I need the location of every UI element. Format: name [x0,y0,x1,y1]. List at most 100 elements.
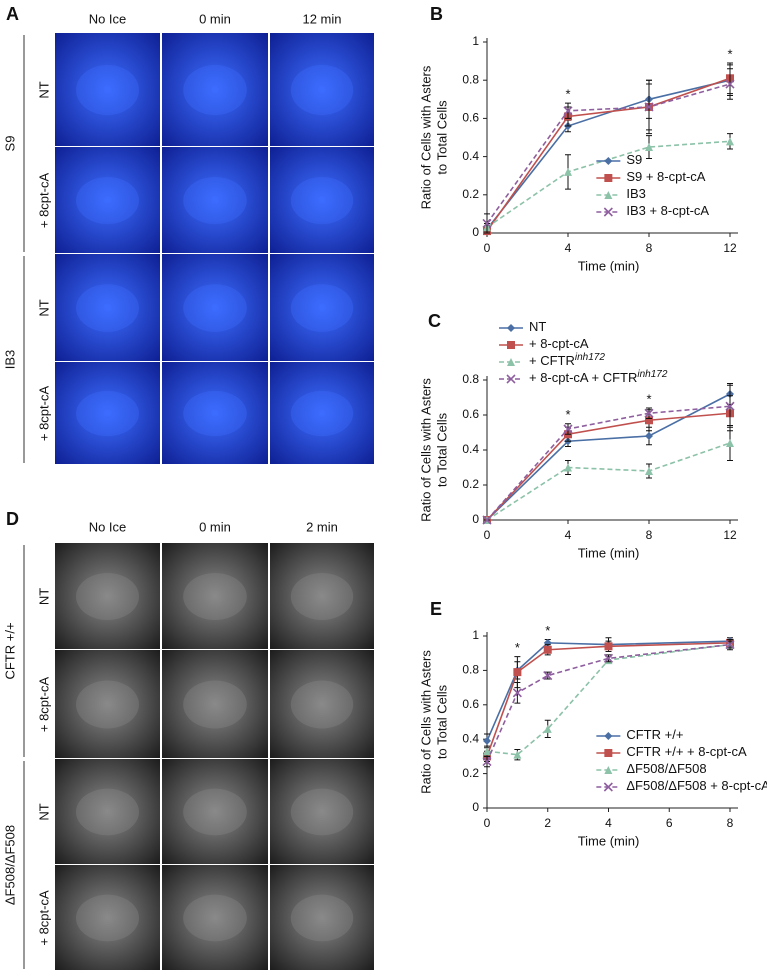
cell-shape [183,176,247,225]
micrograph [270,543,374,649]
micrograph [55,759,160,864]
marker [506,374,516,384]
marker [513,750,522,759]
marker [604,732,613,740]
y-tick-label: 0.8 [462,663,479,677]
marker [482,218,492,229]
marker [645,143,653,152]
x-tick-label: 8 [646,528,653,542]
y-axis-label: to Total Cells [434,412,449,487]
annotation: * [727,46,732,61]
legend-label: + 8-cpt-cA + CFTRinh172 [529,369,668,386]
panel-label: A [6,4,19,24]
cell-shape [76,788,139,836]
legend-label: + 8-cpt-cA [529,336,589,351]
series-line [486,643,731,762]
micrograph [162,865,268,970]
y-axis-label: Ratio of Cells with Asters [418,378,433,522]
y-tick-label: 0.2 [462,766,479,780]
x-tick-label: 12 [723,241,737,255]
micrograph [270,865,374,970]
legend-name: ΔF508/ΔF508 + 8-cpt-cA [626,778,767,793]
marker [603,653,614,663]
micrograph [162,543,268,649]
micrograph [270,650,374,758]
y-tick-label: 0.8 [462,72,479,86]
series-line [486,643,731,756]
row-label: NT [36,803,51,820]
cell-shape [76,390,139,437]
marker [482,515,492,525]
panel-label: D [6,509,19,529]
marker [563,106,573,116]
annotation: * [565,87,570,102]
legend-label: S9 [626,152,642,167]
legend-name: + 8-cpt-cA [529,336,589,351]
micrograph [55,33,160,146]
legend-label: IB3 [626,186,646,201]
cell-shape [290,680,354,729]
series-line [486,442,731,521]
x-tick-label: 0 [484,816,491,830]
y-tick-label: 0.4 [462,442,479,456]
marker [483,736,491,745]
row-label: NT [36,299,51,316]
legend-label: IB3 + 8-cpt-cA [626,203,709,218]
marker [543,724,552,733]
row-label: + 8cpt-cA [36,173,51,229]
group-label: S9 [2,136,17,152]
marker [513,668,522,677]
cell-shape [183,284,247,332]
marker [725,79,735,89]
marker [645,467,653,475]
panel-label: E [430,599,442,619]
cell-shape [290,176,354,225]
y-tick-label: 0.6 [462,407,479,421]
x-axis-label: Time (min) [578,258,640,273]
cell-shape [290,788,354,836]
legend-name: S9 + 8-cpt-cA [626,169,705,184]
micrograph [55,650,160,758]
panel-label: C [428,311,441,331]
x-tick-label: 2 [544,816,551,830]
legend-name: IB3 + 8-cpt-cA [626,203,709,218]
x-axis-label: Time (min) [578,833,640,848]
legend-superscript: inh172 [575,352,605,363]
row-label: + 8cpt-cA [36,386,51,442]
cell-shape [76,680,139,729]
marker [645,416,653,425]
cell-shape [183,788,247,836]
row-label: NT [36,588,51,605]
marker [564,167,572,176]
micrograph [270,362,374,464]
micrograph [55,254,160,361]
cell-shape [290,284,354,332]
micrograph [55,147,160,253]
legend-name: CFTR +/+ + 8-cpt-cA [626,744,747,759]
group-label: CFTR +/+ [2,622,17,679]
y-axis-label: to Total Cells [434,100,449,175]
legend-name: ΔF508/ΔF508 [626,761,706,776]
micrograph [55,865,160,970]
marker [543,670,553,681]
x-tick-label: 0 [484,241,491,255]
marker [726,137,734,146]
legend-name: IB3 [626,186,646,201]
row-label: + 8cpt-cA [36,890,51,946]
cell-shape [290,894,354,942]
y-tick-label: 0 [472,512,479,526]
micrograph [270,147,374,253]
annotation: * [565,407,570,422]
y-tick-label: 0.4 [462,149,479,163]
column-header: 0 min [199,519,231,534]
cell-shape [183,894,247,942]
y-tick-label: 0 [472,800,479,814]
series-line [486,79,731,230]
group-label: IB3 [2,350,17,370]
marker [512,688,522,698]
y-tick-label: 1 [472,34,479,48]
marker [726,439,734,447]
x-tick-label: 6 [666,816,673,830]
legend-superscript: inh172 [637,369,667,380]
cell-shape [183,680,247,729]
